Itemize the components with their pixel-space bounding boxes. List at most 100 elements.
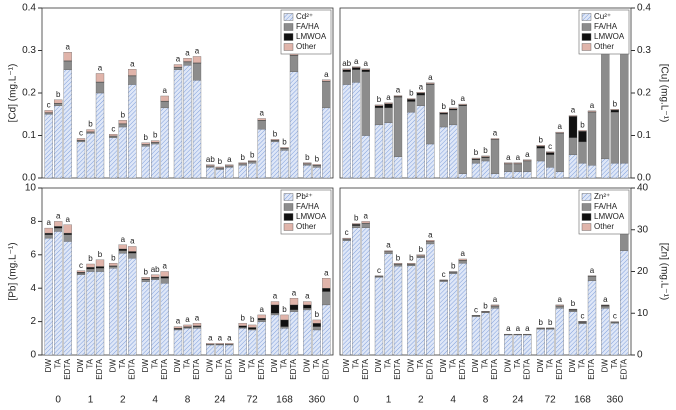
bar-segment xyxy=(568,115,578,117)
bar-segment xyxy=(426,84,435,145)
bar-segment xyxy=(173,326,183,329)
significance-letter: b xyxy=(153,131,158,140)
bar-segment xyxy=(151,274,160,278)
y-tick-label: 0.3 xyxy=(637,45,651,56)
significance-letter: a xyxy=(460,94,465,103)
x-tick-label: EDTA xyxy=(393,358,402,379)
bar-segment xyxy=(248,329,257,356)
bar-segment xyxy=(86,129,95,132)
y-tick-label: 2 xyxy=(30,316,36,327)
bar-segment xyxy=(342,84,351,179)
bar-segment xyxy=(393,264,403,267)
bar-segment xyxy=(76,274,86,356)
legend-swatch xyxy=(581,203,592,211)
legend-swatch xyxy=(283,23,294,31)
x-tick-label: TA xyxy=(86,358,95,368)
significance-letter: b xyxy=(315,310,320,319)
bar-segment xyxy=(160,278,169,284)
bar-segment xyxy=(384,250,393,252)
bar-segment xyxy=(44,110,53,113)
bar-segment xyxy=(601,158,610,179)
x-tick-label: TA xyxy=(53,358,62,368)
bar-segment xyxy=(352,224,361,226)
bar-segment xyxy=(270,313,280,316)
bar-segment xyxy=(536,145,545,147)
bar-segment xyxy=(225,344,234,356)
legend-label: Other xyxy=(296,222,316,231)
bar-segment xyxy=(601,43,610,160)
significance-letter: a xyxy=(493,295,498,304)
bar-segment xyxy=(280,150,289,179)
bar-segment xyxy=(206,164,215,166)
significance-letter: a xyxy=(259,305,264,314)
bar-segment xyxy=(471,162,481,179)
bar-segment xyxy=(578,162,587,179)
y-tick-label: 20 xyxy=(637,266,649,277)
x-tick-label: TA xyxy=(545,358,554,368)
bar-segment xyxy=(568,154,578,179)
bar-segment xyxy=(416,92,425,94)
significance-letter: a xyxy=(65,42,70,51)
bar-segment xyxy=(416,92,425,96)
bar-segment xyxy=(513,163,522,172)
legend-label: LMWOA xyxy=(296,212,327,221)
bar-segment xyxy=(173,69,183,179)
bar-segment xyxy=(536,328,545,356)
bar-segment xyxy=(141,277,150,280)
bar-segment xyxy=(206,165,215,168)
x-group-label: 1 xyxy=(386,395,392,406)
bar-segment xyxy=(141,279,150,282)
y-tick-label: 8 xyxy=(30,216,36,227)
y-tick-label: 0.3 xyxy=(22,45,36,56)
legend-label: Cd²⁺ xyxy=(296,12,313,21)
bar-segment xyxy=(173,67,183,70)
significance-letter: a xyxy=(259,109,264,118)
bar-segment xyxy=(578,323,587,356)
bar-segment xyxy=(206,343,215,345)
bar-segment xyxy=(160,107,169,179)
bar-segment xyxy=(374,104,384,106)
bar-segment xyxy=(458,260,467,264)
significance-letter: a xyxy=(363,212,368,221)
x-tick-label: DW xyxy=(44,359,53,373)
bar-segment xyxy=(215,343,224,345)
significance-letter: b xyxy=(250,315,255,324)
significance-letter: ab xyxy=(206,155,215,164)
bar-segment xyxy=(322,107,331,179)
significance-letter: b xyxy=(483,301,488,310)
significance-letter: b xyxy=(218,157,223,166)
bar-segment xyxy=(63,52,72,61)
bar-segment xyxy=(289,71,299,179)
bar-segment xyxy=(151,140,160,143)
bar-segment xyxy=(504,163,513,172)
bar-segment xyxy=(361,68,370,70)
x-tick-label: DW xyxy=(270,359,279,373)
x-tick-label: TA xyxy=(183,358,192,368)
bar-segment xyxy=(587,276,597,281)
significance-letter: b xyxy=(98,250,103,259)
bar-segment xyxy=(504,162,513,164)
bar-segment xyxy=(458,262,467,356)
significance-letter: a xyxy=(162,262,167,271)
bar-segment xyxy=(352,223,361,225)
bar-segment xyxy=(151,278,160,280)
significance-letter: b xyxy=(282,305,287,314)
bar-segment xyxy=(587,110,597,112)
significance-letter: b xyxy=(409,89,414,98)
significance-letter: a xyxy=(46,218,51,227)
legend-swatch xyxy=(581,33,592,41)
bar-segment xyxy=(361,69,370,72)
significance-letter: b xyxy=(282,138,287,147)
y-tick-label: 10 xyxy=(637,308,649,319)
bar-segment xyxy=(289,311,299,356)
bar-segment xyxy=(63,232,72,235)
x-group-label: 168 xyxy=(574,395,591,406)
bar-segment xyxy=(312,164,321,166)
bar-segment xyxy=(312,319,321,324)
legend-label: Other xyxy=(594,42,614,51)
bar-segment xyxy=(128,69,137,76)
bar-segment xyxy=(458,103,467,106)
x-tick-label: TA xyxy=(247,358,256,368)
bar-segment xyxy=(118,120,127,124)
significance-letter: b xyxy=(419,245,424,254)
